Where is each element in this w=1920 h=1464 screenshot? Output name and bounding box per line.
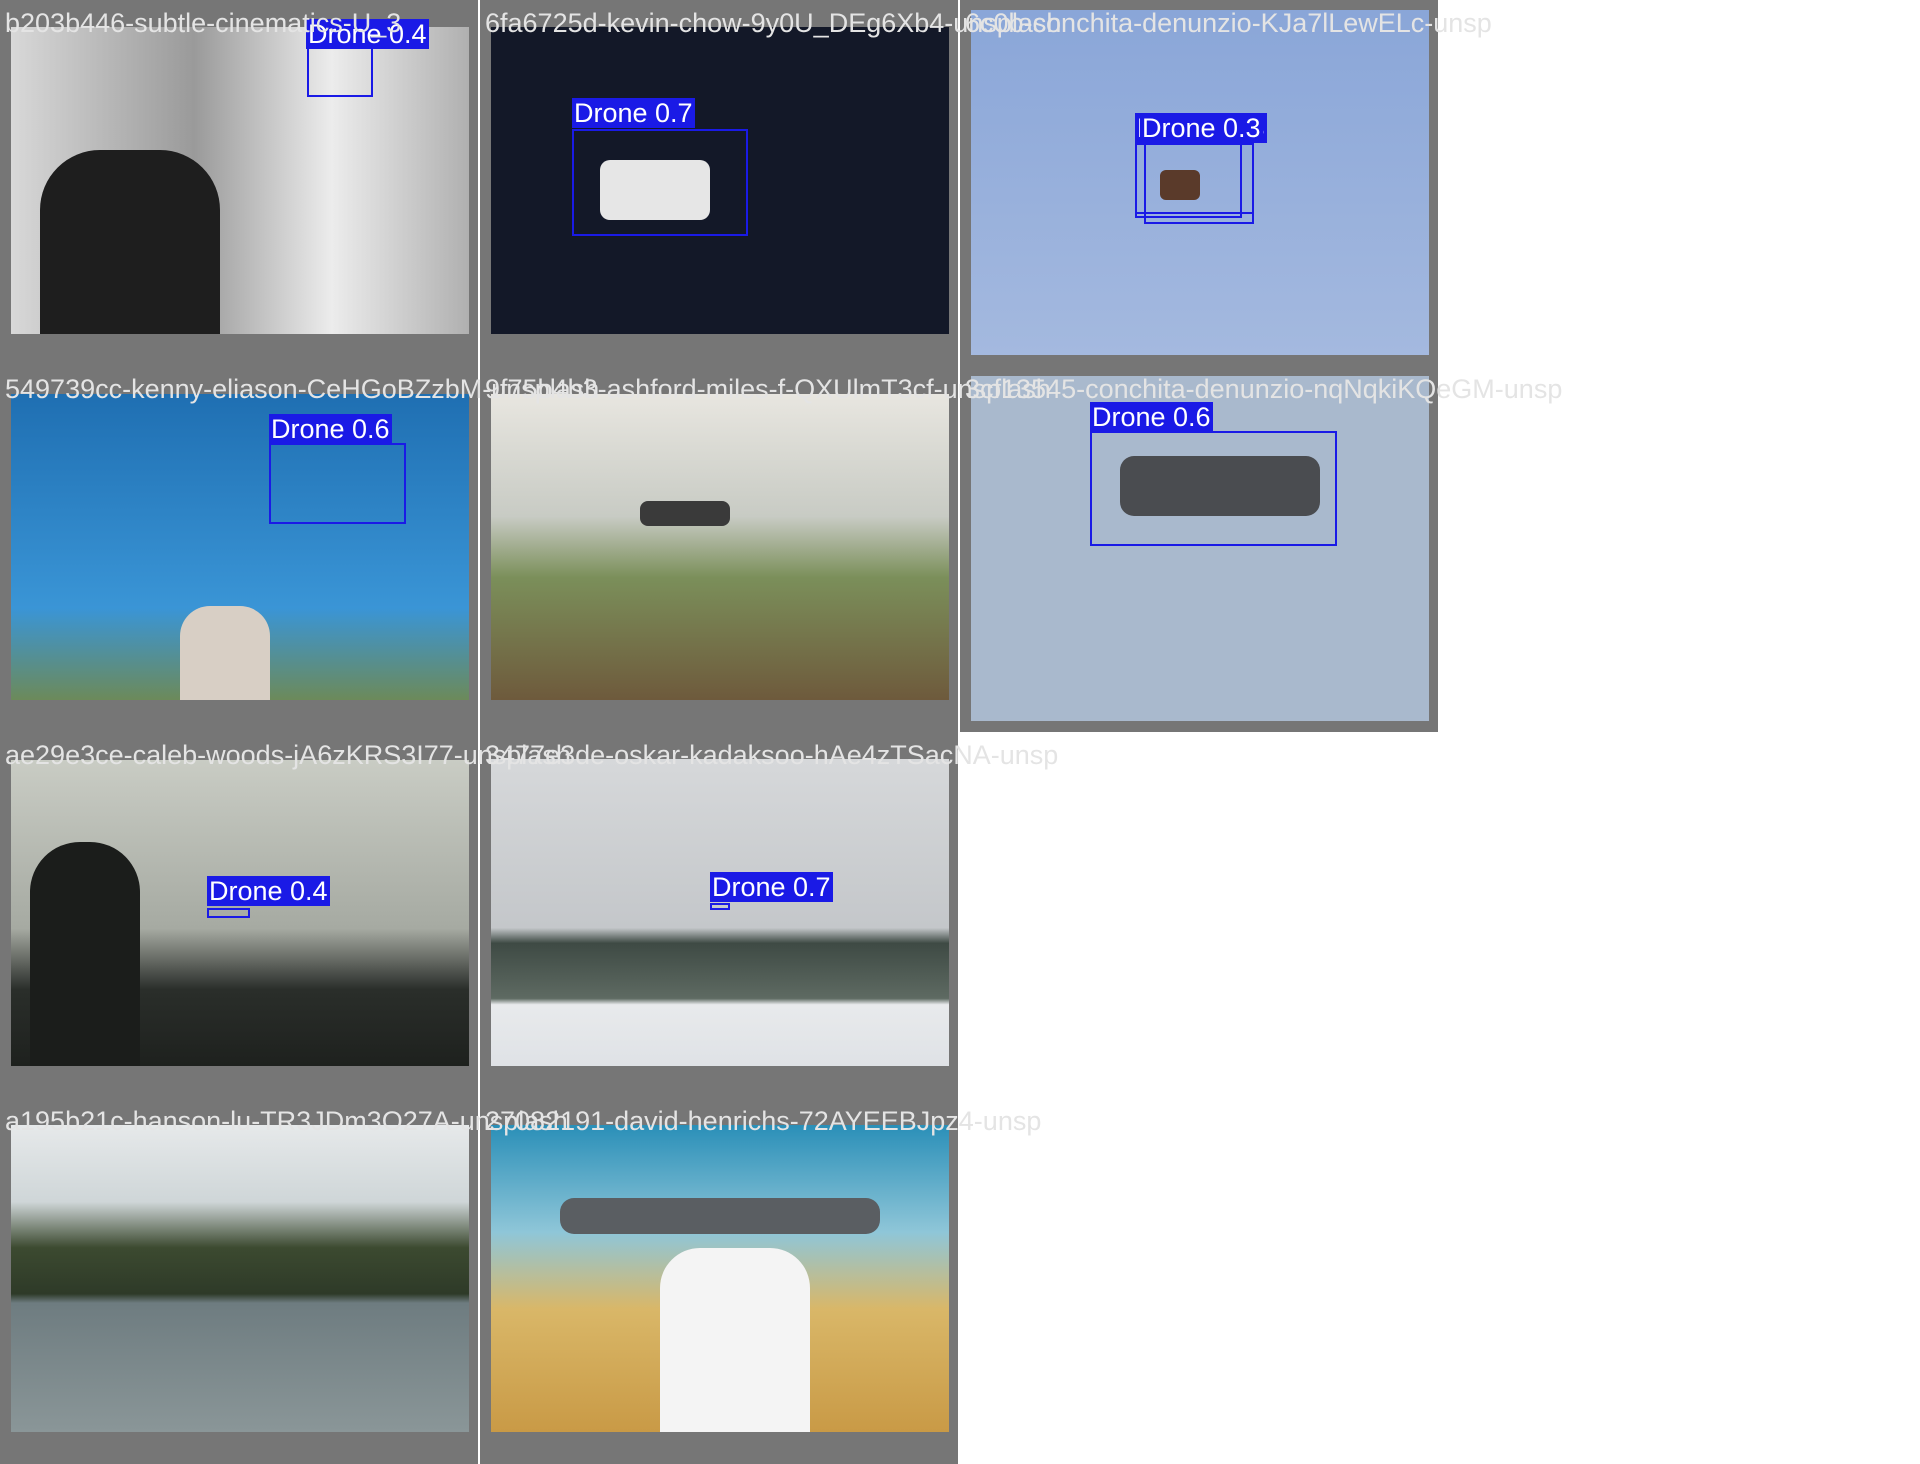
person — [30, 842, 140, 1066]
filename: 9f75b4b3-ashford-miles-f-QXUlmT3cf-unspl… — [485, 374, 1051, 404]
drone — [1120, 456, 1320, 516]
photo — [491, 27, 949, 334]
photo — [971, 10, 1429, 355]
tile — [0, 1098, 480, 1464]
detection-label: Drone 0.6 — [1090, 402, 1213, 432]
filename: b203b446-subtle-cinematics-U_3 — [5, 8, 402, 38]
detection-box — [1135, 143, 1242, 218]
detection-label: Drone 0.4 — [207, 876, 330, 906]
drone — [640, 501, 730, 526]
detection-box — [572, 129, 748, 236]
detection-label: Drone 0.6 — [269, 414, 392, 444]
filename: 6c0b-conchita-denunzio-KJa7lLewELc-unsp — [965, 8, 1492, 38]
tile — [480, 1098, 960, 1464]
photo — [491, 759, 949, 1066]
filename: a195b21c-hanson-lu-TR3JDm3O27A-unsplash — [5, 1106, 568, 1136]
filename: 6fa6725d-kevin-chow-9y0U_DEg6Xb4-unsplas… — [485, 8, 1062, 38]
tile — [0, 366, 480, 732]
filename: 27082191-david-henrichs-72AYEEBJpz4-unsp — [485, 1106, 1042, 1136]
detection-box — [710, 903, 730, 910]
detection-box — [1090, 431, 1337, 546]
tile — [480, 366, 960, 732]
detection-label: Drone 0.7 — [572, 98, 695, 128]
filename: ae29e3ce-caleb-woods-jA6zKRS3I77-unsplas… — [5, 740, 571, 770]
drone — [560, 1198, 880, 1234]
drone — [600, 160, 710, 220]
detection-box — [207, 908, 250, 918]
photo — [11, 1125, 469, 1432]
person — [660, 1248, 810, 1432]
tile — [960, 0, 1440, 366]
detection-label: Drone 0.4 — [306, 19, 429, 49]
person — [40, 150, 220, 334]
filename: 549739cc-kenny-eliason-CeHGoBZzbM-unspla… — [5, 374, 600, 404]
detection-box — [307, 47, 373, 97]
tile — [0, 732, 480, 1098]
tile — [480, 0, 960, 366]
person — [180, 606, 270, 700]
photo — [491, 394, 949, 700]
tile — [0, 0, 480, 366]
tile — [480, 732, 960, 1098]
photo — [971, 376, 1429, 721]
filename: 3cf13545-conchita-denunzio-nqNqkiKQeGM-u… — [965, 374, 1563, 404]
detection-label: Drone 0.3 — [1140, 113, 1263, 143]
drone — [1160, 170, 1200, 200]
filename: 3477e3de-oskar-kadaksoo-hAe4zTSacNA-unsp — [485, 740, 1059, 770]
detection-box — [269, 443, 406, 524]
detection-label: Drone 0.7 — [710, 872, 833, 902]
